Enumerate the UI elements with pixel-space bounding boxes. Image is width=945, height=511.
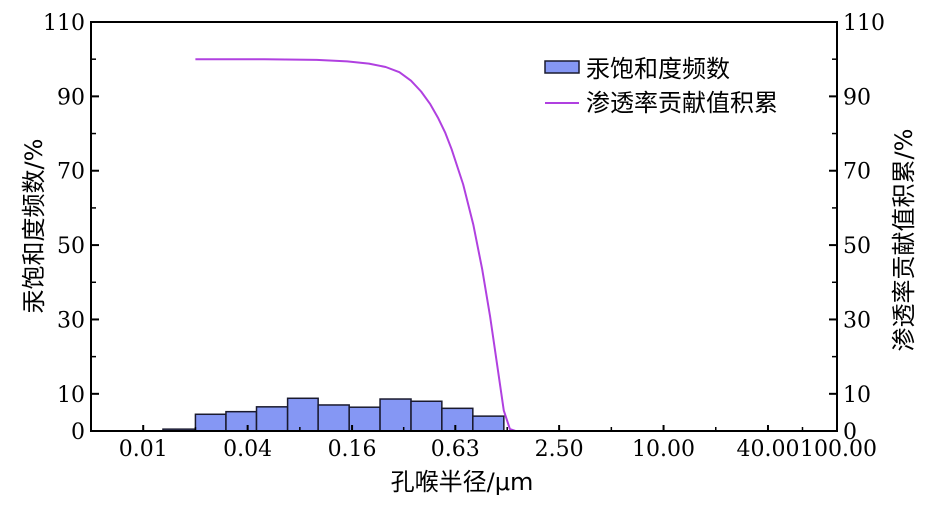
axis-ticks	[91, 21, 838, 432]
y-left-tick-label-6: 110	[43, 11, 85, 36]
histogram-bar-8	[410, 400, 443, 432]
histogram-bars	[162, 397, 505, 432]
y-right-tick-label-1: 10	[843, 383, 871, 408]
y-right-tick-label-0: 0	[843, 420, 857, 445]
x-tick-label-7: 100.00	[800, 437, 877, 462]
y-axis-right-title: 渗透率贡献值积累/%	[890, 129, 918, 352]
y-right-tick-label-4: 70	[843, 160, 871, 185]
y-axis-left-title: 汞饱和度频数/%	[20, 139, 48, 314]
histogram-bar-4	[286, 397, 319, 432]
x-tick-label-0: 0.01	[119, 437, 168, 462]
histogram-bar-2	[225, 410, 258, 432]
line-series	[195, 58, 516, 432]
histogram-bar-5	[317, 404, 350, 432]
legend: 汞饱和度频数 渗透率贡献值积累	[544, 55, 778, 117]
x-tick-label-4: 2.50	[535, 437, 584, 462]
y-right-tick-label-3: 50	[843, 234, 871, 259]
x-tick-label-3: 0.63	[431, 437, 480, 462]
histogram-bar-7	[379, 398, 412, 432]
y-right-tick-label-6: 110	[843, 11, 885, 36]
plot-frame	[90, 21, 838, 432]
y-left-tick-label-3: 50	[57, 234, 85, 259]
y-left-tick-label-2: 30	[57, 308, 85, 333]
legend-label-histogram: 汞饱和度频数	[586, 55, 730, 83]
cumulative-permeability-line	[195, 58, 516, 432]
x-tick-label-2: 0.16	[328, 437, 377, 462]
x-tick-label-5: 10.00	[632, 437, 695, 462]
x-tick-label-6: 40.00	[736, 437, 799, 462]
tick-labels: 0 10 30 50 70 90 110 0 10 30 50 70 90 110 0.01 0.04 0.16…	[43, 11, 885, 462]
histogram-bar-1	[194, 413, 227, 432]
legend-swatch-histogram	[544, 60, 580, 74]
y-left-tick-label-1: 10	[57, 383, 85, 408]
histogram-bar-10	[472, 415, 505, 432]
y-left-tick-label-0: 0	[71, 420, 85, 445]
x-tick-label-1: 0.04	[223, 437, 272, 462]
legend-label-line: 渗透率贡献值积累	[586, 89, 778, 117]
histogram-bar-6	[348, 406, 381, 432]
histogram-bar-3	[255, 406, 289, 432]
x-axis-title: 孔喉半径/μm	[391, 468, 534, 496]
y-right-tick-label-5: 90	[843, 85, 871, 110]
histogram-bar-9	[441, 407, 474, 432]
y-left-tick-label-4: 70	[57, 160, 85, 185]
y-right-tick-label-2: 30	[843, 308, 871, 333]
y-left-tick-label-5: 90	[57, 85, 85, 110]
